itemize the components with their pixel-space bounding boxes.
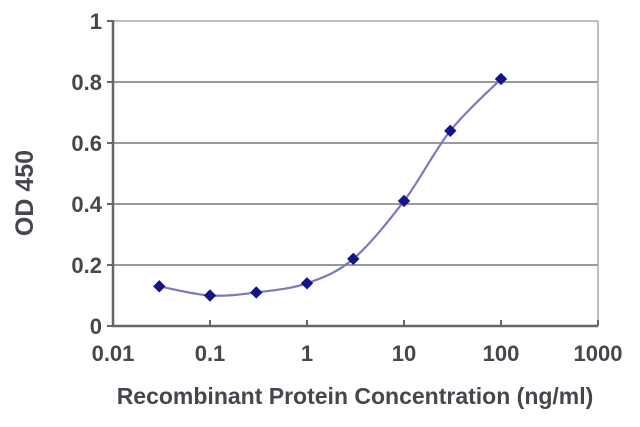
y-tick-label: 0.6 xyxy=(71,131,102,156)
plot-frame xyxy=(111,20,599,328)
tick-labels: 0 0.2 0.4 0.6 0.8 1 0.01 0.1 1 10 100 1000 xyxy=(71,9,622,366)
x-tick-label: 1 xyxy=(301,341,313,366)
data-point-marker xyxy=(347,252,360,266)
y-axis-title: OD 450 xyxy=(11,150,39,236)
data-point-marker xyxy=(153,280,166,293)
curve-line xyxy=(159,78,502,297)
data-point-marker xyxy=(494,72,508,86)
y-tick-label: 0.2 xyxy=(71,253,102,278)
data-point-marker xyxy=(444,124,457,138)
x-tick-label: 0.01 xyxy=(92,341,135,366)
axis-ticks xyxy=(107,20,599,327)
y-tick-label: 0 xyxy=(90,314,102,339)
data-series xyxy=(153,72,508,302)
gridlines xyxy=(113,81,598,266)
x-tick-label: 0.1 xyxy=(195,341,226,366)
y-tick-label: 1 xyxy=(90,9,102,34)
data-point-marker xyxy=(250,286,263,299)
data-point-marker xyxy=(397,194,411,208)
x-tick-label: 1000 xyxy=(574,341,623,366)
y-tick-label: 0.4 xyxy=(71,192,102,217)
x-tick-label: 100 xyxy=(483,341,520,366)
x-tick-label: 10 xyxy=(392,341,416,366)
x-axis-title: Recombinant Protein Concentration (ng/ml… xyxy=(117,383,594,409)
data-point-marker xyxy=(300,277,314,290)
data-point-marker xyxy=(203,289,217,302)
y-tick-label: 0.8 xyxy=(71,70,102,95)
